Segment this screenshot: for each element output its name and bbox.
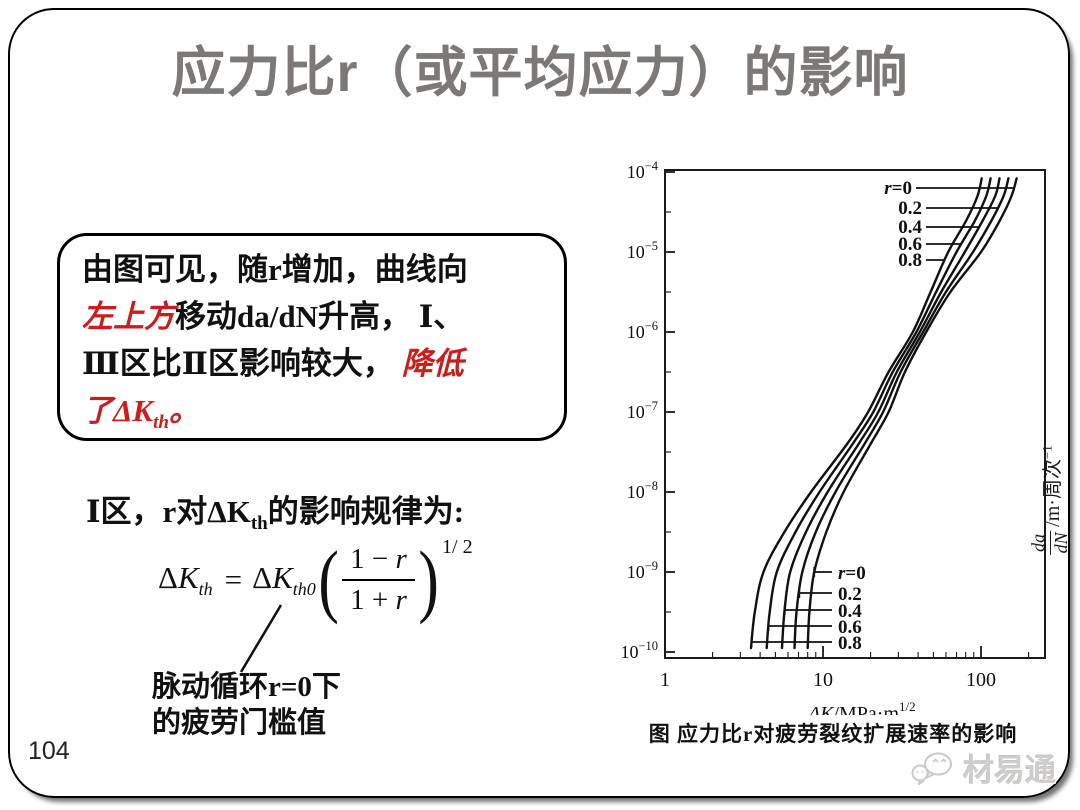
curve-label: 0.6 xyxy=(838,617,862,638)
y-tick-label: 10−6 xyxy=(627,319,658,342)
chat-bubbles-icon xyxy=(911,752,952,785)
note-line2-black: 移动da/dN升高， Ⅰ、 xyxy=(175,299,465,334)
x-axis-label: ΔK/MPa·m1/2 xyxy=(807,699,915,715)
page-title: 应力比r（或平均应力）的影响 xyxy=(171,43,909,103)
curve-r-0.8 xyxy=(749,177,983,650)
curve-label: r=0 xyxy=(838,563,866,584)
threshold-annotation: 脉动循环r=0下 的疲劳门槛值 xyxy=(152,671,341,739)
note-box: 由图可见，随r增加，曲线向 左上方移动da/dN升高， Ⅰ、 Ⅲ区比Ⅱ区影响较大… xyxy=(57,233,567,441)
logo-text: 材易通 xyxy=(963,753,1056,788)
y-tick-label: 10−5 xyxy=(627,239,658,262)
y-tick-label: 10−10 xyxy=(620,639,658,662)
chart-svg: 10−4 10−5 10−6 10−7 10−8 10−9 10−101 10 100 ΔK/MP… xyxy=(620,159,1046,725)
threshold-formula: ΔKth = ΔKth0 ( 1 − r 1 + r ) 1/ 2 xyxy=(158,534,473,625)
fatigue-chart: 10−4 10−5 10−6 10−7 10−8 10−9 10−10 1 10 100 ΔK/MP… xyxy=(580,140,1071,725)
y-tick-label: 10−4 xyxy=(627,159,659,182)
note-line2-red: 左上方 xyxy=(82,299,175,334)
plot-frame xyxy=(664,169,1046,659)
curve-label: r=0 xyxy=(884,178,912,199)
note-line3-black: Ⅲ区比Ⅱ区影响较大， xyxy=(82,346,402,381)
y-tick-label: 10−8 xyxy=(627,479,658,502)
page-number: 104 xyxy=(28,737,70,765)
curve-r-0.4 xyxy=(780,177,1001,650)
y-tick-label: 10−7 xyxy=(627,399,658,422)
curve-label: 0.8 xyxy=(898,250,922,271)
curve-label: 0.4 xyxy=(838,601,862,622)
section-intro: Ⅰ区，r对ΔKth的影响规律为: xyxy=(86,494,465,535)
x-tick-label: 10 xyxy=(813,669,833,691)
curve-label: 0.8 xyxy=(838,633,862,654)
formula-fraction: 1 − r 1 + r xyxy=(342,543,415,617)
curve-r-0.6 xyxy=(765,177,992,650)
note-line4-red: 了ΔKth。 xyxy=(82,393,200,434)
figure-caption: 图 应力比r对疲劳裂纹扩展速率的影响 xyxy=(648,722,1018,746)
curve-label: 0.6 xyxy=(898,234,922,255)
curve-r-0.2 xyxy=(793,177,1010,650)
curve-label: 0.4 xyxy=(898,217,922,238)
note-line1: 由图可见，随r增加，曲线向 xyxy=(82,252,468,287)
slide-border xyxy=(8,8,1070,798)
curve-label: 0.2 xyxy=(898,198,922,219)
x-tick-label: 100 xyxy=(966,669,996,691)
curve-label: 0.2 xyxy=(838,584,862,605)
logo: 材易通 xyxy=(911,745,1056,790)
formula-exponent: 1/ 2 xyxy=(442,535,473,558)
y-axis-label: da dN /m·周次−1 xyxy=(1028,445,1071,555)
x-tick-label: 1 xyxy=(660,669,670,691)
note-line3-red: 降低 xyxy=(401,346,464,381)
y-tick-label: 10−9 xyxy=(627,559,658,582)
